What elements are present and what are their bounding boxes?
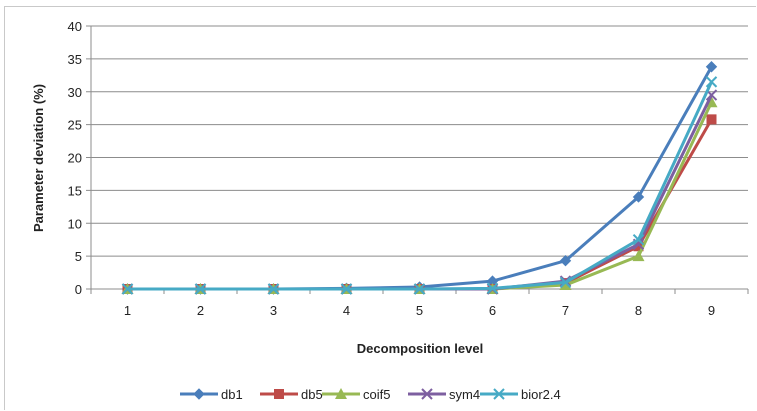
x-tick-label: 9 bbox=[708, 303, 715, 318]
legend-swatch-marker-stroke bbox=[421, 388, 433, 400]
x-tick-label: 7 bbox=[562, 303, 569, 318]
legend-item-db5: db5 bbox=[260, 387, 323, 402]
data-point-bior2.4-stroke bbox=[121, 283, 134, 295]
legend-swatch-marker-stroke bbox=[493, 388, 505, 400]
data-point-db1 bbox=[705, 61, 718, 73]
y-tick-label: 5 bbox=[75, 249, 82, 264]
series-sym4 bbox=[121, 89, 718, 295]
data-point-db5 bbox=[633, 241, 644, 252]
x-tick-label: 1 bbox=[124, 303, 131, 318]
legend-item-coif5: coif5 bbox=[322, 387, 390, 402]
y-tick-label: 30 bbox=[68, 85, 82, 100]
data-point-bior2.4 bbox=[194, 283, 207, 295]
y-tick-label: 25 bbox=[68, 118, 82, 133]
x-tick-label: 6 bbox=[489, 303, 496, 318]
data-point-db1 bbox=[559, 255, 572, 267]
legend-swatch-marker bbox=[493, 388, 505, 400]
legend-item-sym4: sym4 bbox=[408, 387, 480, 402]
axes bbox=[86, 25, 749, 294]
series-layer bbox=[121, 61, 718, 295]
y-axis-title: Parameter deviation (%) bbox=[31, 84, 46, 232]
y-tick-label: 10 bbox=[68, 216, 82, 231]
x-tick-label: 2 bbox=[197, 303, 204, 318]
y-tick-label: 20 bbox=[68, 151, 82, 166]
y-tick-label: 15 bbox=[68, 183, 82, 198]
data-point-bior2.4 bbox=[413, 283, 426, 295]
legend-label: bior2.4 bbox=[521, 387, 561, 402]
data-point-sym4-stroke bbox=[632, 238, 645, 250]
legend-label: sym4 bbox=[449, 387, 480, 402]
data-point-bior2.4-stroke bbox=[486, 282, 499, 295]
legend: db1 db5 coif5 sym4 bior2.4 bbox=[180, 387, 561, 402]
data-point-bior2.4-stroke bbox=[267, 283, 280, 295]
gridlines bbox=[91, 25, 748, 257]
legend-swatch-marker bbox=[193, 388, 205, 400]
legend-label: coif5 bbox=[363, 387, 390, 402]
data-point-db5 bbox=[706, 114, 717, 125]
x-tick-label: 8 bbox=[635, 303, 642, 318]
x-tick-labels: 1 2 3 4 5 6 7 8 9 bbox=[124, 303, 715, 318]
x-tick-label: 5 bbox=[416, 303, 423, 318]
data-point-bior2.4 bbox=[705, 76, 718, 88]
data-point-bior2.4-stroke bbox=[194, 283, 207, 295]
legend-swatch-marker bbox=[335, 388, 347, 399]
data-point-coif5 bbox=[632, 250, 645, 262]
y-tick-label: 40 bbox=[68, 19, 82, 34]
legend-item-bior2.4: bior2.4 bbox=[480, 387, 561, 402]
data-point-bior2.4 bbox=[632, 233, 645, 246]
data-point-bior2.4 bbox=[267, 283, 280, 295]
data-point-coif5 bbox=[559, 279, 572, 291]
series-db5 bbox=[122, 114, 717, 294]
data-point-db1 bbox=[632, 191, 645, 203]
series-coif5 bbox=[121, 96, 718, 294]
series-line-bior2.4 bbox=[127, 81, 713, 291]
legend-label: db1 bbox=[221, 387, 243, 402]
series-bior2.4 bbox=[121, 76, 718, 295]
data-point-bior2.4-stroke bbox=[632, 233, 645, 246]
data-point-sym4-stroke bbox=[705, 89, 718, 101]
y-tick-label: 0 bbox=[75, 282, 82, 297]
series-line-coif5 bbox=[127, 101, 713, 291]
data-point-bior2.4-stroke bbox=[559, 276, 572, 289]
chart-frame bbox=[4, 6, 756, 410]
y-tick-label: 35 bbox=[68, 52, 82, 67]
legend-label: db5 bbox=[301, 387, 323, 402]
legend-swatch-marker bbox=[421, 388, 433, 400]
data-point-bior2.4 bbox=[559, 276, 572, 289]
legend-item-db1: db1 bbox=[180, 387, 243, 402]
y-tick-labels: 0 5 10 15 20 25 30 35 40 bbox=[68, 19, 82, 297]
legend-swatch-marker bbox=[274, 389, 284, 399]
data-point-bior2.4 bbox=[486, 282, 499, 295]
data-point-bior2.4 bbox=[340, 283, 353, 295]
x-axis-title: Decomposition level bbox=[357, 341, 483, 356]
data-point-bior2.4-stroke bbox=[705, 76, 718, 88]
data-point-bior2.4-stroke bbox=[340, 283, 353, 295]
data-point-bior2.4-stroke bbox=[413, 283, 426, 295]
x-tick-label: 4 bbox=[343, 303, 350, 318]
data-point-bior2.4 bbox=[121, 283, 134, 295]
x-tick-label: 3 bbox=[270, 303, 277, 318]
series-line-db5 bbox=[127, 118, 713, 291]
